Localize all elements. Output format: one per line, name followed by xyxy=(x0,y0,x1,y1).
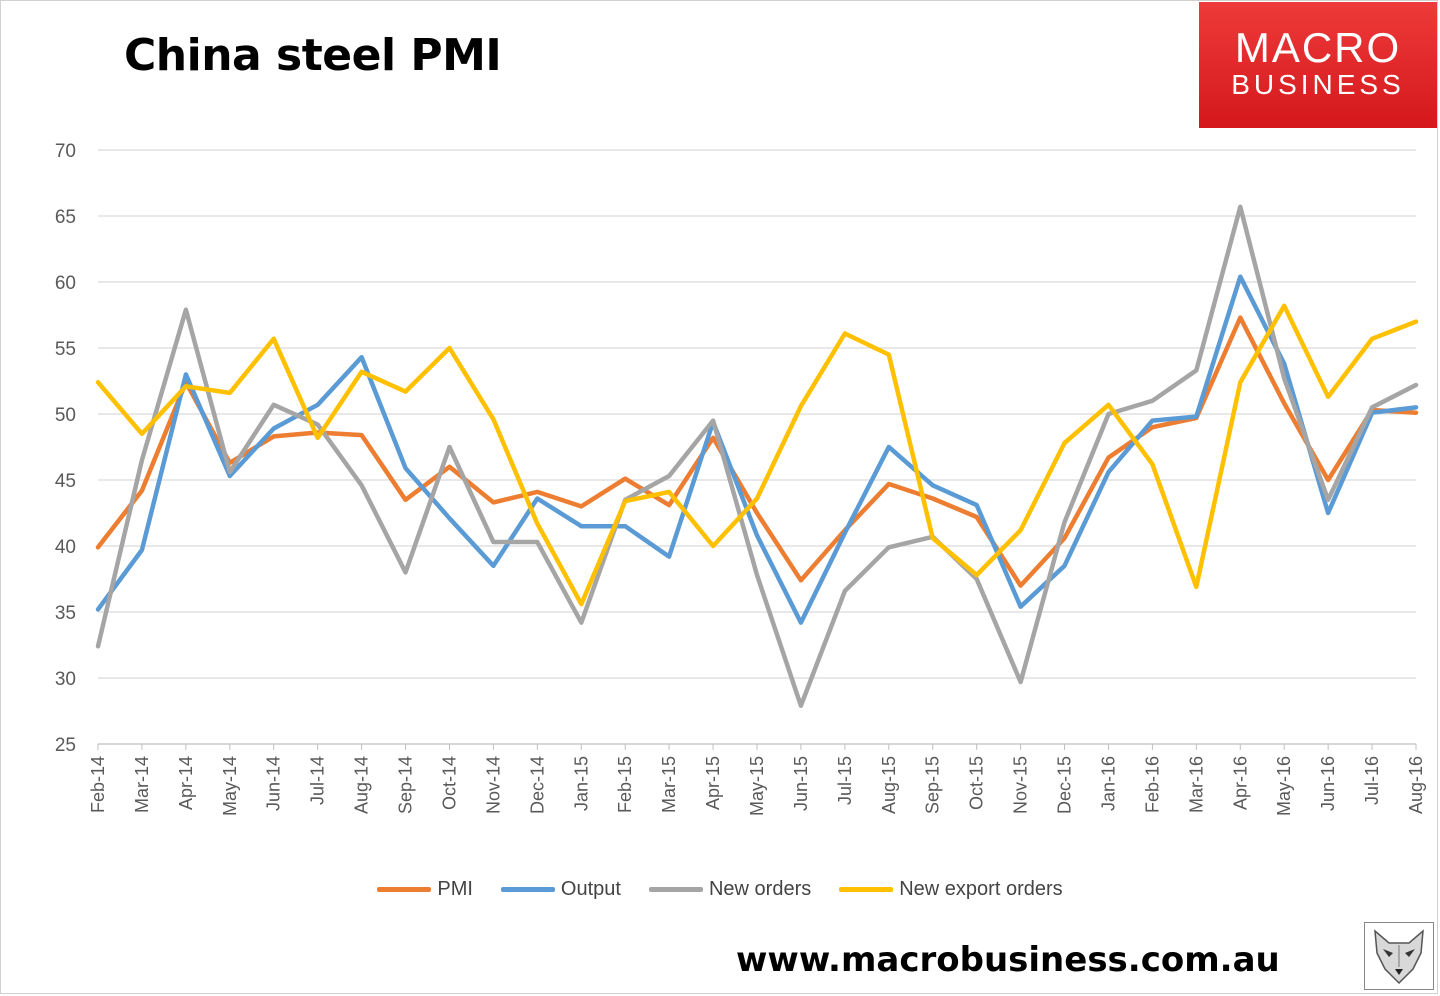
x-tick-label: Jul-14 xyxy=(308,756,328,805)
logo-line-2: BUSINESS xyxy=(1231,69,1405,100)
y-tick-label: 40 xyxy=(55,537,76,558)
legend-swatch xyxy=(648,887,703,892)
x-tick-label: May-16 xyxy=(1274,756,1294,816)
legend-label: PMI xyxy=(437,878,473,900)
website-url: www.macrobusiness.com.au xyxy=(736,940,1280,980)
macrobusiness-logo: MACRO BUSINESS xyxy=(1199,2,1437,128)
x-tick-label: Mar-14 xyxy=(132,756,152,813)
legend-label: New export orders xyxy=(899,878,1063,900)
y-axis-tick-labels: 25 30 35 40 45 50 55 60 65 70 xyxy=(55,141,76,756)
x-tick-label: Jun-14 xyxy=(264,756,284,811)
chart-title: China steel PMI xyxy=(124,30,502,81)
x-tick-label: Dec-14 xyxy=(527,756,547,814)
y-tick-label: 65 xyxy=(55,207,76,228)
x-tick-label: Feb-16 xyxy=(1142,756,1162,813)
legend-swatch xyxy=(839,887,894,892)
y-tick-label: 35 xyxy=(55,603,76,624)
y-tick-label: 60 xyxy=(55,273,76,294)
y-tick-label: 45 xyxy=(55,471,76,492)
x-tick-label: Mar-15 xyxy=(659,756,679,813)
x-tick-label: Oct-14 xyxy=(439,756,459,810)
x-tick-label: Nov-15 xyxy=(1011,756,1031,814)
series-lines xyxy=(95,204,1419,708)
x-tick-label: Aug-15 xyxy=(879,756,899,814)
logo-line-1: MACRO xyxy=(1234,24,1402,71)
x-tick-label: Sep-15 xyxy=(923,756,943,814)
gridlines xyxy=(98,149,1416,745)
x-tick-label: Dec-15 xyxy=(1055,756,1075,814)
x-tick-label: Jul-15 xyxy=(835,756,855,805)
legend-item: PMI xyxy=(377,878,473,901)
x-tick-label: Jan-15 xyxy=(571,756,591,811)
legend-swatch xyxy=(500,887,555,892)
legend-label: New orders xyxy=(708,878,812,900)
x-tick-label: Feb-15 xyxy=(615,756,635,813)
x-tick-label: Sep-14 xyxy=(396,756,416,814)
y-tick-label: 25 xyxy=(55,735,76,756)
x-tick-label: Oct-15 xyxy=(967,756,987,810)
y-tick-label: 55 xyxy=(55,339,76,360)
x-tick-label: May-15 xyxy=(747,756,767,816)
y-tick-label: 30 xyxy=(55,669,76,690)
x-axis-tick-labels: Feb-14 Mar-14 Apr-14 May-14 Jun-14 Jul-14 Aug-… xyxy=(88,744,1426,816)
x-tick-label: Jun-15 xyxy=(791,756,811,811)
legend-label: Output xyxy=(560,878,621,900)
x-tick-label: May-14 xyxy=(220,756,240,816)
x-tick-label: Aug-14 xyxy=(352,756,372,814)
legend-item: New export orders xyxy=(839,878,1063,901)
wolf-logo-icon xyxy=(1364,922,1434,990)
x-tick-label: Aug-16 xyxy=(1406,756,1426,814)
legend-item: New orders xyxy=(648,878,812,901)
x-tick-label: Jun-16 xyxy=(1318,756,1338,811)
x-tick-label: Apr-14 xyxy=(176,756,196,810)
x-tick-label: Feb-14 xyxy=(88,756,108,813)
x-tick-label: Apr-15 xyxy=(703,756,723,810)
series-line-output xyxy=(95,274,1419,625)
chart-legend: PMI Output New orders New export orders xyxy=(0,878,1440,901)
legend-item: Output xyxy=(500,878,621,901)
x-tick-label: Jan-16 xyxy=(1098,756,1118,811)
legend-swatch xyxy=(377,887,432,892)
x-tick-label: Mar-16 xyxy=(1186,756,1206,813)
y-tick-label: 50 xyxy=(55,405,76,426)
series-line-new-orders xyxy=(95,204,1419,708)
x-tick-label: Nov-14 xyxy=(483,756,503,814)
series-line-new-export-orders xyxy=(95,303,1419,607)
x-tick-label: Apr-16 xyxy=(1230,756,1250,810)
y-tick-label: 70 xyxy=(55,141,76,162)
x-tick-label: Jul-16 xyxy=(1362,756,1382,805)
